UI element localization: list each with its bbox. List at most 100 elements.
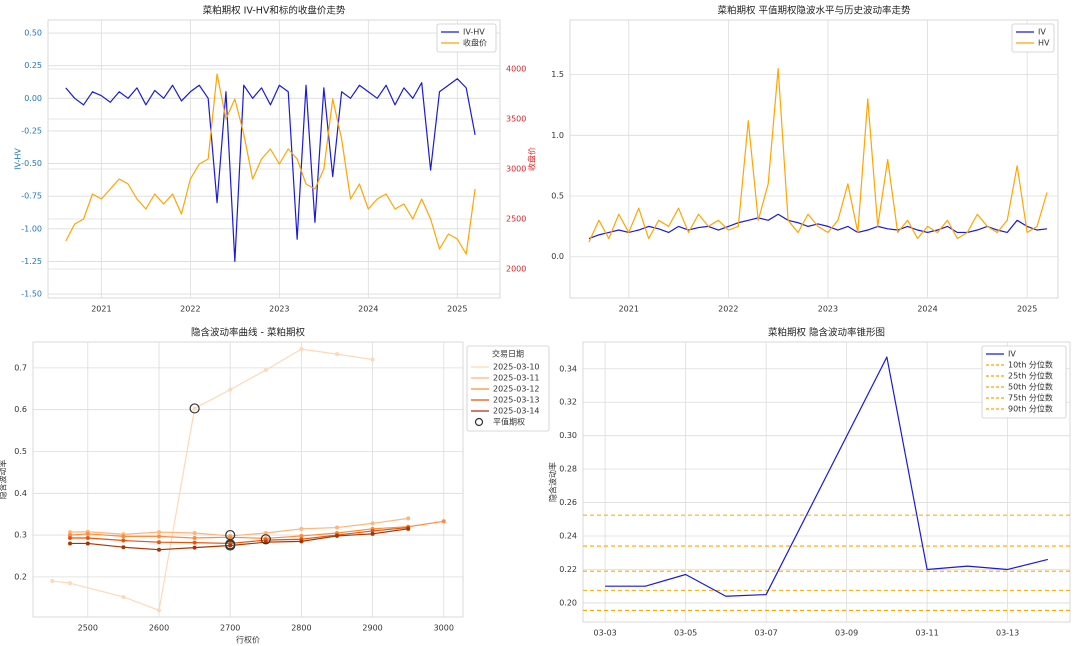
series-point bbox=[299, 526, 304, 531]
y-tick-label: 0.25 bbox=[24, 61, 42, 70]
x-tick-label: 2600 bbox=[149, 624, 169, 633]
series-point bbox=[68, 536, 73, 541]
y2-axis-label: 收盘价 bbox=[527, 147, 537, 171]
series-point bbox=[68, 541, 73, 546]
chart-title: 菜粕期权 平值期权隐波水平与历史波动率走势 bbox=[717, 5, 911, 17]
y-tick-label: 0.50 bbox=[24, 29, 42, 38]
series-point bbox=[299, 539, 304, 544]
series-point bbox=[157, 547, 162, 552]
x-tick-label: 3000 bbox=[434, 624, 454, 633]
legend-title: 交易日期 bbox=[492, 349, 524, 359]
series-line bbox=[69, 520, 444, 540]
x-tick-label: 03-09 bbox=[835, 629, 858, 638]
legend-label: 2025-03-10 bbox=[493, 363, 540, 372]
series-point bbox=[406, 516, 411, 521]
series-point bbox=[68, 533, 73, 538]
y2-tick-label: 2000 bbox=[506, 265, 526, 274]
y-tick-label: 0.0 bbox=[551, 252, 564, 261]
y-tick-label: 0.00 bbox=[24, 94, 42, 103]
x-tick-label: 2021 bbox=[91, 305, 111, 314]
legend-label: IV bbox=[1038, 28, 1046, 37]
series-point bbox=[228, 387, 233, 392]
plot-frame bbox=[569, 19, 1059, 299]
series-point bbox=[157, 540, 162, 545]
y-tick-label: -0.75 bbox=[21, 192, 42, 201]
y-tick-label: 0.5 bbox=[551, 192, 564, 201]
y2-tick-label: 4000 bbox=[506, 65, 526, 74]
y-tick-label: 1.5 bbox=[551, 70, 564, 79]
series-point bbox=[68, 581, 73, 586]
x-tick-label: 2021 bbox=[619, 305, 639, 314]
legend-box bbox=[981, 345, 1067, 419]
series-point bbox=[370, 521, 375, 526]
series-point bbox=[370, 531, 375, 536]
series-point bbox=[85, 541, 90, 546]
y-tick-label: -0.50 bbox=[21, 159, 42, 168]
atm-marker bbox=[260, 534, 271, 545]
series-line bbox=[65, 73, 476, 255]
atm-marker bbox=[225, 540, 236, 551]
legend-label: 2025-03-14 bbox=[493, 407, 540, 416]
y-tick-label: -1.50 bbox=[21, 290, 42, 299]
series-point bbox=[228, 535, 233, 540]
y-tick-label: 0.30 bbox=[559, 431, 577, 440]
series-line bbox=[588, 213, 1048, 240]
x-axis-label: 行权价 bbox=[236, 635, 260, 645]
y-tick-label: 0.24 bbox=[559, 532, 577, 541]
x-tick-label: 2025 bbox=[1017, 305, 1037, 314]
series-point bbox=[85, 531, 90, 536]
series-point bbox=[50, 579, 55, 584]
legend-box bbox=[1011, 23, 1055, 53]
legend-swatch bbox=[474, 417, 484, 427]
x-tick-label: 03-13 bbox=[996, 629, 1019, 638]
y-tick-label: 0.22 bbox=[559, 565, 577, 574]
y-tick-label: 0.7 bbox=[14, 363, 27, 372]
y-tick-label: 0.26 bbox=[559, 498, 577, 507]
series-point bbox=[68, 530, 73, 535]
series-point bbox=[334, 352, 339, 357]
y2-tick-label: 3000 bbox=[506, 165, 526, 174]
series-point bbox=[441, 519, 446, 524]
atm-marker bbox=[189, 403, 200, 414]
series-point bbox=[406, 526, 411, 531]
legend-label: 10th 分位数 bbox=[1008, 360, 1053, 370]
chart-title: 菜粕期权 IV-HV和标的收盘价走势 bbox=[203, 5, 346, 17]
series-point bbox=[121, 534, 126, 539]
y-tick-label: 1.0 bbox=[551, 131, 564, 140]
series-point bbox=[121, 545, 126, 550]
series-point bbox=[263, 530, 268, 535]
series-point bbox=[192, 406, 197, 411]
y-axis-label: IV-HV bbox=[14, 148, 23, 170]
x-tick-label: 2500 bbox=[78, 624, 98, 633]
y-tick-label: 0.2 bbox=[14, 572, 27, 581]
series-point bbox=[157, 608, 162, 613]
x-tick-label: 2022 bbox=[180, 305, 200, 314]
plot-frame bbox=[47, 19, 501, 299]
series-point bbox=[228, 543, 233, 548]
legend-label: 2025-03-13 bbox=[493, 396, 540, 405]
series-point bbox=[299, 347, 304, 352]
legend-box bbox=[436, 23, 497, 53]
y-tick-label: 0.34 bbox=[559, 364, 577, 373]
y-tick-label: 0.5 bbox=[14, 447, 27, 456]
y2-tick-label: 2500 bbox=[506, 215, 526, 224]
y-axis-label: 隐含波动率 bbox=[548, 462, 558, 502]
plot-frame bbox=[582, 341, 1071, 623]
x-tick-label: 2025 bbox=[447, 305, 467, 314]
series-point bbox=[192, 545, 197, 550]
x-tick-label: 03-11 bbox=[915, 629, 938, 638]
y-tick-label: 0.3 bbox=[14, 531, 27, 540]
series-point bbox=[157, 534, 162, 539]
y-tick-label: -1.25 bbox=[21, 257, 42, 266]
series-point bbox=[192, 540, 197, 545]
x-tick-label: 2900 bbox=[362, 624, 382, 633]
series-point bbox=[334, 533, 339, 538]
series-point bbox=[121, 594, 126, 599]
x-tick-label: 03-05 bbox=[674, 629, 697, 638]
y-axis-label: 隐含波动率 bbox=[0, 460, 8, 500]
x-tick-label: 2024 bbox=[917, 305, 937, 314]
series-point bbox=[299, 533, 304, 538]
legend-label: 50th 分位数 bbox=[1008, 382, 1053, 392]
series-line bbox=[588, 67, 1048, 243]
series-line bbox=[65, 78, 476, 263]
